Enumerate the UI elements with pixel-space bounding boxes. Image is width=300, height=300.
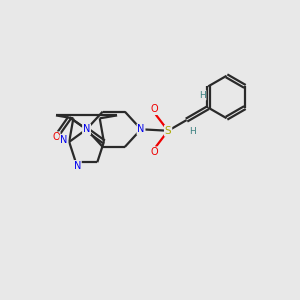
Text: S: S [165, 126, 171, 136]
Text: O: O [150, 147, 158, 157]
Text: N: N [83, 124, 90, 134]
Text: H: H [199, 91, 206, 100]
Text: O: O [150, 104, 158, 114]
Text: N: N [60, 135, 68, 146]
Text: H: H [190, 127, 196, 136]
Text: N: N [137, 124, 145, 134]
Text: N: N [74, 161, 81, 171]
Text: O: O [52, 132, 60, 142]
